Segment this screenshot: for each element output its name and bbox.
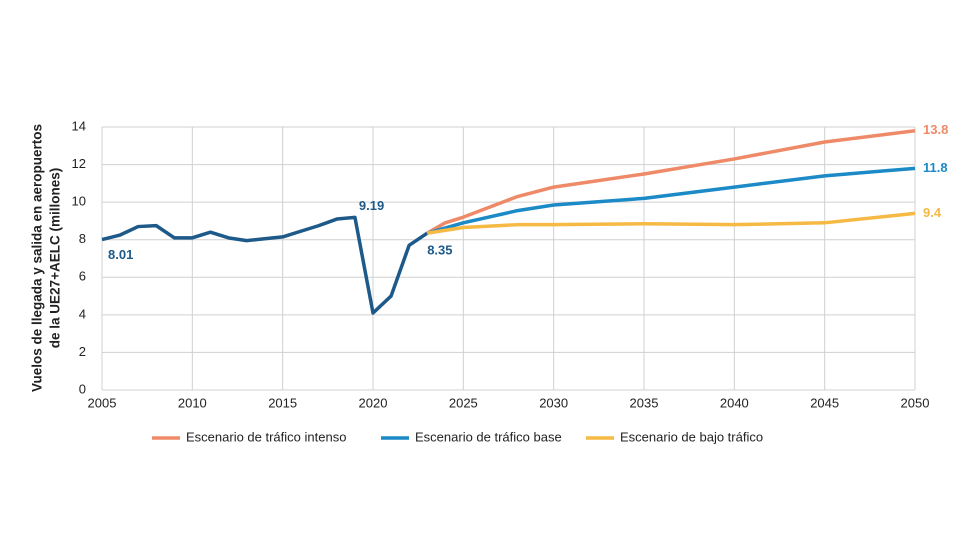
x-tick-label: 2040 (720, 395, 749, 410)
x-tick-label: 2050 (901, 395, 930, 410)
y-tick-label: 14 (72, 118, 86, 133)
x-tick-label: 2020 (359, 395, 388, 410)
y-tick-label: 4 (79, 306, 86, 321)
y-axis-label: de la UE27+AELC (millones) (48, 168, 63, 348)
data-label: 13.8 (923, 122, 948, 137)
data-label: 8.35 (427, 243, 452, 258)
y-tick-label: 6 (79, 269, 86, 284)
data-label: 11.8 (923, 160, 948, 175)
legend-label: Escenario de tráfico base (415, 429, 562, 444)
series-line (426, 166, 916, 235)
x-tick-label: 2015 (268, 395, 297, 410)
x-tick-label: 2045 (810, 395, 839, 410)
y-tick-label: 2 (79, 344, 86, 359)
series-line (101, 215, 429, 315)
x-tick-label: 2005 (88, 395, 117, 410)
y-tick-label: 0 (79, 381, 86, 396)
x-tick-label: 2030 (539, 395, 568, 410)
y-tick-label: 10 (72, 194, 86, 209)
y-tick-label: 12 (72, 156, 86, 171)
series-line (426, 211, 916, 235)
y-axis-label: Vuelos de llegada y salida en aeropuerto… (30, 124, 45, 392)
x-tick-label: 2035 (630, 395, 659, 410)
series-line (426, 129, 916, 235)
x-tick-label: 2010 (178, 395, 207, 410)
legend-label: Escenario de bajo tráfico (620, 429, 763, 444)
x-tick-label: 2025 (449, 395, 478, 410)
legend-label: Escenario de tráfico intenso (186, 429, 346, 444)
y-tick-label: 8 (79, 231, 86, 246)
data-label: 8.01 (108, 247, 133, 262)
data-label: 9.4 (923, 205, 942, 220)
data-label: 9.19 (359, 198, 384, 213)
